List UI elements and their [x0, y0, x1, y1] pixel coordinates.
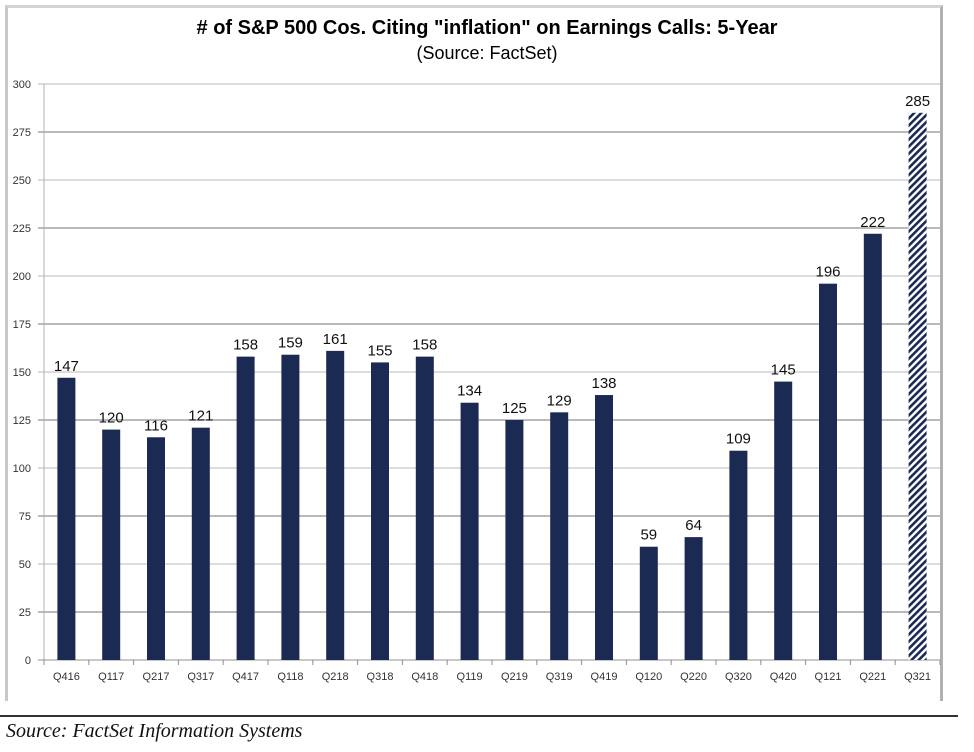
x-tick-label: Q120 [635, 671, 662, 683]
bars [57, 112, 927, 661]
y-tick-label: 300 [13, 79, 31, 91]
data-label: 134 [457, 383, 482, 400]
chart-title: # of S&P 500 Cos. Citing "inflation" on … [196, 17, 778, 39]
bar-q418 [415, 356, 434, 660]
source-note: Source: FactSet Information Systems [6, 720, 303, 742]
x-tick-label: Q420 [770, 671, 797, 683]
data-labels: 147 120 116 121 158 159 161 155 158 134 125 129 138 5… [54, 93, 930, 544]
bar-q217 [147, 437, 165, 660]
bar-q420 [774, 381, 793, 660]
x-tick-label: Q317 [187, 671, 214, 683]
data-label: 64 [685, 517, 702, 534]
x-tick-label: Q221 [859, 671, 886, 683]
bar-q417 [236, 356, 255, 660]
bar-q220 [684, 537, 703, 660]
data-label: 129 [547, 392, 572, 409]
data-label: 121 [188, 408, 213, 425]
bar-q321 [908, 112, 927, 661]
x-tick-label: Q217 [143, 671, 170, 683]
data-label: 158 [412, 337, 437, 354]
data-label: 158 [233, 337, 258, 354]
bar-q119 [460, 402, 479, 660]
y-tick-label: 150 [13, 367, 31, 379]
y-tick-label: 75 [19, 511, 31, 523]
y-tick-label: 100 [13, 463, 31, 475]
data-label: 159 [278, 335, 303, 352]
x-tick-label: Q119 [457, 671, 483, 683]
x-tick-label: Q418 [411, 671, 438, 683]
data-label: 116 [144, 417, 168, 434]
bar-q416 [57, 377, 76, 660]
data-label: 59 [640, 527, 657, 544]
data-label: 138 [591, 375, 616, 392]
x-tick-label: Q220 [680, 671, 707, 683]
footer-divider [0, 715, 958, 717]
x-tick-label: Q218 [322, 671, 349, 683]
y-tick-label: 125 [13, 415, 31, 427]
bar-q219 [505, 420, 524, 660]
data-label: 161 [323, 331, 348, 348]
x-tick-label: Q117 [98, 671, 124, 683]
y-tick-label: 175 [13, 319, 31, 331]
data-label: 196 [815, 264, 840, 281]
bar-q318 [371, 362, 389, 660]
x-tick-label: Q219 [501, 671, 528, 683]
data-label: 145 [771, 362, 796, 379]
y-tick-label: 25 [19, 607, 31, 619]
chart-frame [5, 5, 943, 701]
data-label: 125 [502, 400, 527, 417]
x-tick-label: Q118 [277, 671, 303, 683]
x-tick-label: Q419 [591, 671, 618, 683]
data-label: 155 [367, 342, 392, 359]
bar-q317 [191, 427, 210, 660]
y-axis: 0 25 50 75 100 125 150 175 200 225 250 275 300 [13, 79, 45, 667]
data-label: 147 [54, 358, 79, 375]
x-tick-label: Q318 [367, 671, 394, 683]
x-tick-label: Q321 [904, 671, 931, 683]
bar-q319 [550, 412, 569, 660]
x-tick-label: Q416 [53, 671, 80, 683]
bar-q221 [863, 233, 882, 660]
x-tick-label: Q319 [546, 671, 573, 683]
y-tick-label: 0 [25, 655, 31, 667]
y-tick-label: 200 [13, 271, 31, 283]
y-tick-label: 50 [19, 559, 31, 571]
data-label: 109 [726, 431, 751, 448]
chart-subtitle: (Source: FactSet) [416, 43, 558, 63]
y-tick-label: 275 [13, 127, 31, 139]
bar-q118 [281, 354, 300, 660]
y-tick-label: 225 [13, 223, 31, 235]
y-tick-label: 250 [13, 175, 31, 187]
bar-q419 [595, 395, 613, 660]
data-label: 120 [99, 410, 124, 427]
bar-q218 [326, 350, 345, 660]
bar-q121 [819, 283, 837, 660]
bar-q117 [102, 429, 121, 660]
bar-q320 [729, 450, 748, 660]
bar-q120 [639, 546, 658, 660]
data-label: 222 [860, 214, 885, 231]
x-tick-label: Q417 [232, 671, 259, 683]
x-tick-label: Q121 [815, 671, 842, 683]
x-tick-label: Q320 [725, 671, 752, 683]
gridlines [38, 83, 940, 613]
data-label: 285 [905, 93, 930, 110]
x-axis: Q416 Q117 Q217 Q317 Q417 Q118 Q218 Q318 Q418 Q119… [38, 659, 941, 683]
